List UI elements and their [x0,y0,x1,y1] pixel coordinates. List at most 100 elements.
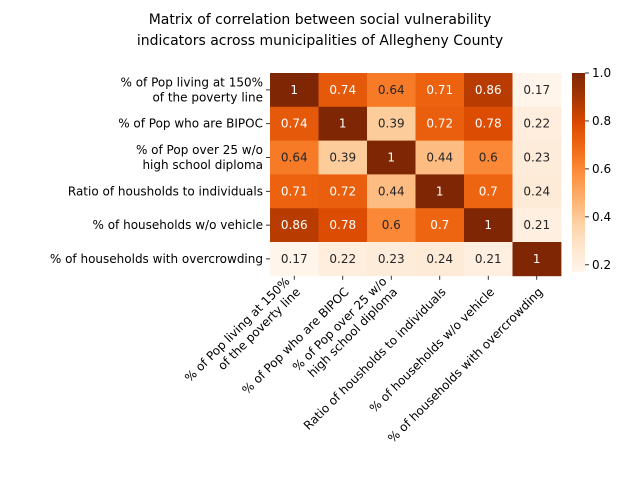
cell-value-label: 0.78 [329,218,356,232]
cell-value-label: 1 [387,151,395,165]
heatmap-cell [464,140,513,175]
row-label: % of Pop over 25 w/o high school diploma [136,143,263,172]
cell-value-label: 0.24 [426,252,453,266]
heatmap-cell [318,242,368,277]
cell-value-label: 0.72 [426,117,453,131]
heatmap-cell [270,106,319,141]
heatmap-cell [367,174,416,209]
row-label-line: high school diploma [142,158,263,172]
heatmap-cell [512,174,562,209]
column-label-line: high school diploma [305,285,400,380]
cell-value-label: 1 [484,218,492,232]
row-label-line: % of Pop over 25 w/o [136,143,263,157]
row-label-line: Ratio of housholds to individuals [68,184,263,198]
row-label-line: % of households with overcrowding [50,252,263,266]
colorbar-tick-label: 0.2 [592,258,611,272]
chart-title-line-1: Matrix of correlation between social vul… [149,12,492,28]
cell-value-label: 0.44 [426,151,453,165]
cell-value-label: 0.78 [475,117,502,131]
column-label: % of Pop living at 150%of the poverty li… [182,274,303,395]
heatmap-cell [318,174,368,209]
cell-value-label: 0.39 [329,151,356,165]
heatmap-cell [415,106,465,141]
heatmap-cell [512,106,562,141]
row-label-line: % of Pop living at 150% [121,75,264,89]
heatmap-cell [367,208,416,243]
colorbar-tick-label: 0.8 [592,114,611,128]
row-label-line: % of households w/o vehicle [92,218,263,232]
heatmap-cell [318,208,368,243]
row-label: % of Pop living at 150% of the poverty li… [121,75,264,104]
cell-value-label: 0.7 [479,184,498,198]
heatmap-cell [270,73,319,108]
row-labels: % of Pop living at 150% of the poverty li… [50,75,270,266]
heatmap-cell [512,140,562,175]
cell-value-label: 0.72 [329,184,356,198]
row-label: Ratio of housholds to individuals [68,184,263,198]
heatmap-cell [415,73,465,108]
heatmap-cell [318,106,368,141]
cell-value-label: 0.39 [378,117,405,131]
heatmap-cell [367,242,416,277]
chart-title-line-2: indicators across municipalities of Alle… [137,33,503,49]
heatmap-cell [464,174,513,209]
cell-value-label: 0.86 [281,218,308,232]
colorbar-gradient [572,73,585,272]
cell-value-label: 0.21 [475,252,502,266]
heatmap-cell [270,140,319,175]
heatmap-cell [512,73,562,108]
heatmap-cell [270,208,319,243]
colorbar-tick-label: 1.0 [592,66,611,80]
heatmap-cell [415,140,465,175]
cell-value-label: 0.23 [378,252,405,266]
heatmap-cell [512,208,562,243]
cell-value-label: 0.7 [430,218,449,232]
cell-value-label: 0.22 [329,252,356,266]
cell-value-label: 0.17 [281,252,308,266]
cell-value-label: 0.21 [523,218,550,232]
heatmap-cell [464,242,513,277]
row-label-line: of the poverty line [152,90,263,104]
row-label: % of households w/o vehicle [92,218,263,232]
cell-value-label: 0.6 [382,218,401,232]
cell-value-label: 0.86 [475,83,502,97]
cell-value-label: 0.64 [281,151,308,165]
heatmap-cell [464,208,513,243]
cell-value-label: 0.71 [281,184,308,198]
cell-value-label: 0.17 [523,83,550,97]
heatmap-cell [464,106,513,141]
heatmap-cell [270,174,319,209]
heatmap-cell [367,140,416,175]
heatmap-cell [512,242,562,277]
cell-value-label: 0.74 [329,83,356,97]
heatmap-cell [415,174,465,209]
cell-value-label: 0.44 [378,184,405,198]
cell-value-label: 1 [436,184,444,198]
cell-value-label: 0.74 [281,117,308,131]
cell-value-label: 0.24 [523,184,550,198]
cell-value-label: 0.22 [523,117,550,131]
column-labels: % of Pop living at 150%of the poverty li… [182,274,546,445]
row-label-line: % of Pop who are BIPOC [118,117,263,131]
heatmap-cell [464,73,513,108]
colorbar: 0.2 0.4 0.6 0.8 1.0 [572,66,611,272]
heatmap-cell [415,208,465,243]
colorbar-tick-label: 0.4 [592,210,611,224]
row-label: % of households with overcrowding [50,252,263,266]
heatmap-cell [367,73,416,108]
cell-value-label: 1 [290,83,298,97]
cell-value-label: 1 [533,252,541,266]
heatmap-cells: 1 0.74 0.64 0.71 0.86 0.170.74 1 0.39 0.72 0.78 0.… [270,73,562,277]
cell-value-label: 0.6 [479,151,498,165]
heatmap-cell [318,140,368,175]
cell-value-label: 1 [339,117,347,131]
heatmap-cell [367,106,416,141]
cell-value-label: 0.64 [378,83,405,97]
colorbar-tick-label: 0.6 [592,162,611,176]
heatmap-cell [318,73,368,108]
row-label: % of Pop who are BIPOC [118,117,263,131]
heatmap-cell [415,242,465,277]
heatmap-cell [270,242,319,277]
cell-value-label: 0.71 [426,83,453,97]
